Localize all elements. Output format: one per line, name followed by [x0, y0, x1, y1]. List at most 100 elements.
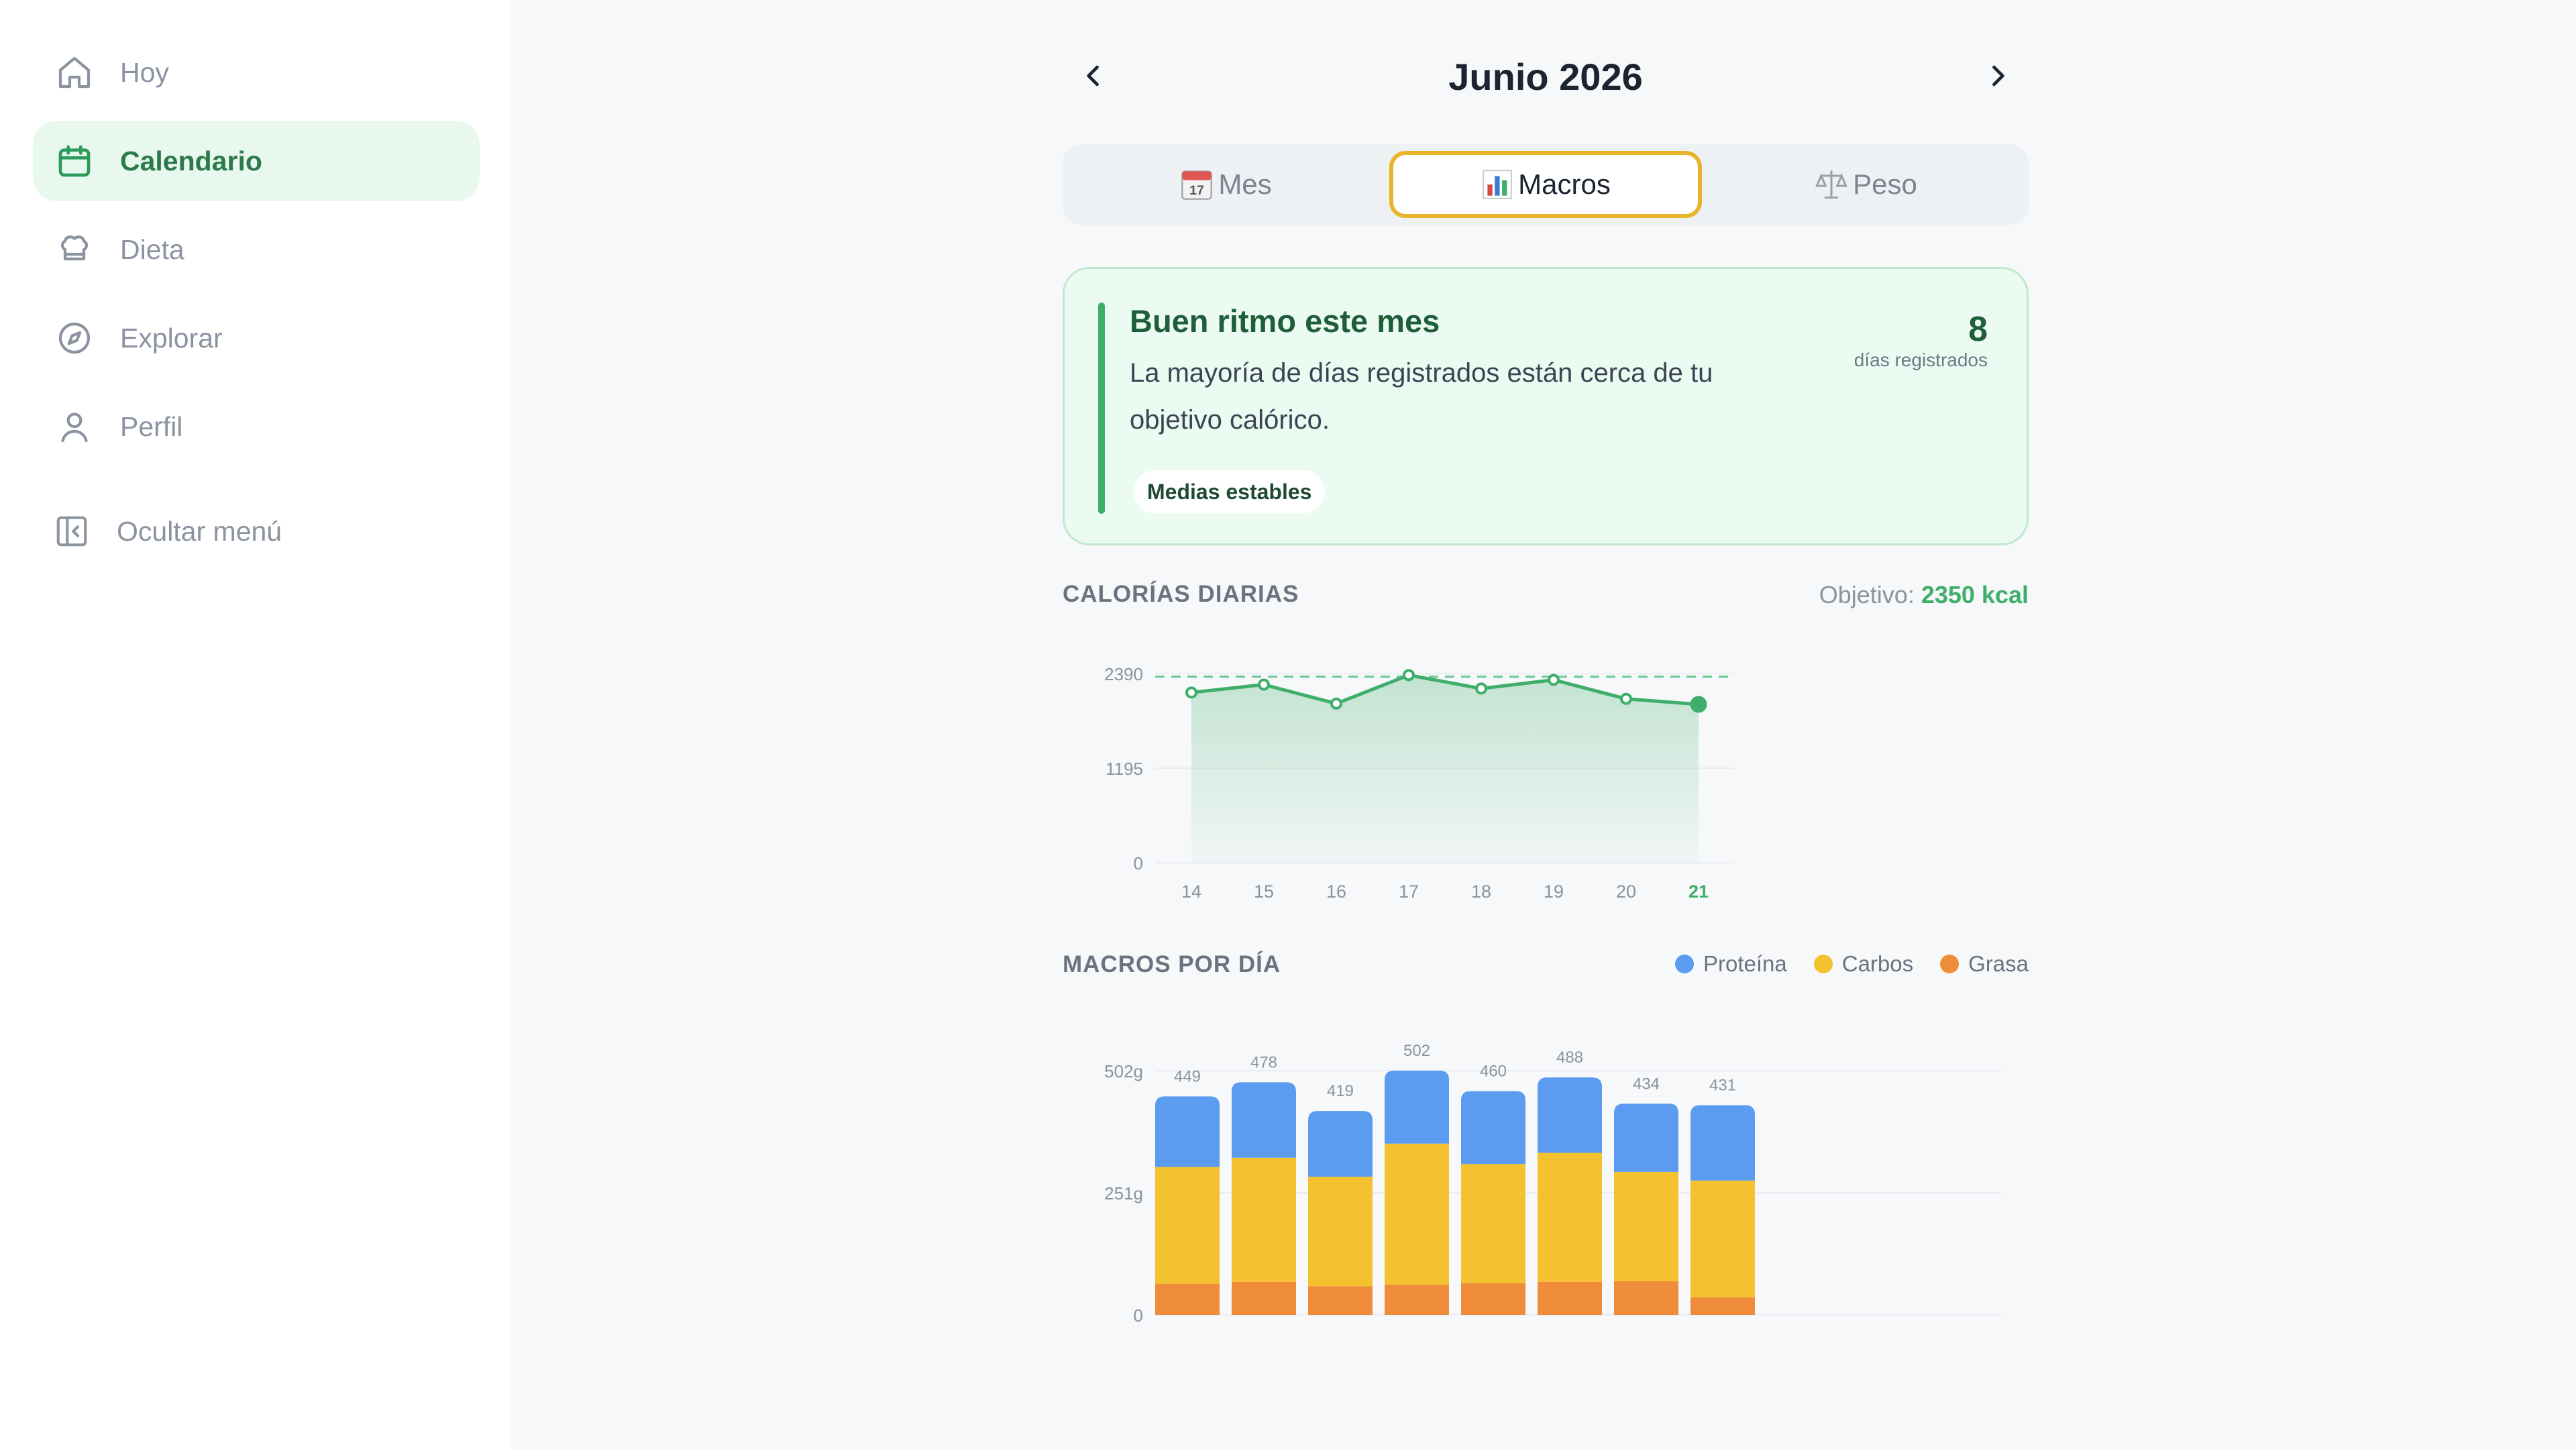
bar-segment-grasa [1232, 1281, 1296, 1315]
svg-text:17: 17 [1189, 183, 1204, 198]
macro-bar-18 [1461, 1091, 1525, 1315]
days-logged-label: días registrados [1854, 350, 1988, 370]
x-tick-label: 20 [1616, 881, 1636, 902]
legend-swatch [1940, 955, 1960, 973]
x-tick-label: 17 [1399, 881, 1419, 902]
next-month-button[interactable] [1971, 50, 2025, 104]
tab-mes[interactable]: 17 Mes [1069, 151, 1382, 218]
bar-total-label: 449 [1174, 1067, 1201, 1085]
calendar-17-icon: 17 [1179, 167, 1214, 202]
bar-chart-icon [1481, 168, 1514, 201]
scale-icon [1814, 167, 1849, 202]
sidebar-item-hoy[interactable]: Hoy [33, 32, 480, 113]
home-icon [56, 54, 93, 91]
sidebar-item-label: Hoy [120, 56, 169, 88]
calendar-icon [56, 142, 93, 180]
bar-total-label: 434 [1633, 1075, 1660, 1093]
calories-section-title: CALORÍAS DIARIAS [1063, 581, 1299, 607]
legend-item-grasa: Grasa [1940, 951, 2029, 977]
calories-area [1191, 675, 1699, 863]
chef-hat-icon [56, 231, 93, 268]
accent-bar [1098, 303, 1105, 514]
macros-chart: 502g 251g 0 449 478 419 502 460 488 434 431 [1104, 1042, 2002, 1326]
calories-line [1191, 673, 1699, 706]
tab-macros[interactable]: Macros [1389, 151, 1702, 218]
bar-segment-carbos [1308, 1177, 1373, 1287]
x-tick-label: 15 [1254, 881, 1274, 902]
y-tick-label: 2390 [1104, 664, 1143, 684]
macro-bar-19 [1538, 1077, 1602, 1315]
x-tick-label: 21 [1688, 881, 1709, 902]
bar-segment-proteina [1308, 1111, 1373, 1177]
summary-description: La mayoría de días registrados están cer… [1130, 358, 1713, 435]
bar-segment-proteina [1614, 1104, 1678, 1172]
bar-segment-grasa [1614, 1281, 1678, 1315]
prev-month-button[interactable] [1067, 50, 1120, 104]
bar-segment-grasa [1308, 1286, 1373, 1315]
sidebar-item-label: Explorar [120, 322, 223, 354]
macro-bar-20 [1614, 1104, 1678, 1315]
legend-item-carbos: Carbos [1813, 951, 1914, 977]
y-tick-label: 0 [1134, 853, 1143, 873]
calories-chart: 2390 1195 0 14 15 16 17 18 19 20 21 [1104, 664, 1733, 902]
data-point [1548, 674, 1560, 686]
bar-segment-proteina [1155, 1096, 1220, 1167]
view-tabs: 17 Mes Macros Peso [1063, 144, 2029, 225]
macro-bar-15 [1232, 1082, 1296, 1315]
tab-label: Macros [1518, 168, 1611, 200]
chevron-right-icon [1983, 61, 2012, 94]
bar-segment-carbos [1614, 1171, 1678, 1281]
legend-label: Proteína [1703, 951, 1787, 976]
user-icon [56, 408, 93, 445]
bar-total-label: 419 [1327, 1082, 1354, 1100]
bar-segment-proteina [1690, 1105, 1755, 1181]
bar-segment-proteina [1538, 1077, 1602, 1153]
legend-swatch [1674, 955, 1694, 973]
bar-total-label: 431 [1709, 1076, 1736, 1094]
sidebar-item-explorar[interactable]: Explorar [33, 298, 480, 378]
collapse-menu-button[interactable]: Ocultar menú [33, 491, 480, 572]
collapse-menu-label: Ocultar menú [117, 515, 282, 547]
y-tick-label: 1195 [1106, 759, 1143, 779]
bar-segment-carbos [1385, 1143, 1449, 1285]
x-tick-label: 19 [1544, 881, 1564, 902]
summary-card: Buen ritmo este mes La mayoría de días r… [1063, 267, 2029, 545]
macro-bar-16 [1308, 1111, 1373, 1315]
sidebar-item-dieta[interactable]: Dieta [33, 209, 480, 290]
bar-total-label: 488 [1556, 1049, 1583, 1067]
macros-legend: Proteína Carbos Grasa [1674, 951, 2029, 977]
bar-segment-carbos [1461, 1164, 1525, 1283]
sidebar-item-label: Perfil [120, 411, 183, 442]
bar-segment-carbos [1538, 1152, 1602, 1282]
sidebar-collapse-icon [53, 513, 91, 550]
bar-segment-proteina [1461, 1091, 1525, 1165]
macros-section-title: MACROS POR DÍA [1063, 951, 1281, 977]
data-point [1185, 686, 1197, 699]
bar-segment-proteina [1385, 1071, 1449, 1144]
x-tick-label: 16 [1326, 881, 1346, 902]
legend-label: Carbos [1841, 951, 1914, 976]
legend-swatch [1813, 955, 1833, 973]
macro-bar-14 [1155, 1096, 1220, 1315]
bar-total-label: 502 [1403, 1042, 1430, 1060]
bar-segment-carbos [1690, 1180, 1755, 1297]
bar-segment-carbos [1232, 1157, 1296, 1282]
bar-total-label: 460 [1480, 1062, 1507, 1080]
y-tick-label: 502g [1104, 1061, 1143, 1081]
bar-total-label: 478 [1250, 1053, 1277, 1071]
sidebar-item-calendario[interactable]: Calendario [33, 121, 480, 201]
compass-icon [56, 319, 93, 357]
sidebar-item-perfil[interactable]: Perfil [33, 386, 480, 467]
calorie-goal: Objetivo: 2350 kcal [1819, 581, 2029, 609]
bar-segment-grasa [1538, 1281, 1602, 1315]
tab-label: Mes [1218, 168, 1272, 200]
x-tick-label: 18 [1471, 881, 1491, 902]
y-tick-label: 0 [1134, 1305, 1143, 1326]
data-point [1690, 696, 1707, 713]
tab-peso[interactable]: Peso [1709, 151, 2022, 218]
bar-segment-grasa [1155, 1283, 1220, 1315]
page-title: Junio 2026 [1448, 56, 1643, 98]
goal-prefix: Objetivo: [1819, 581, 1915, 608]
data-point [1475, 682, 1487, 695]
days-logged-stat: 8 días registrados [1813, 309, 1988, 383]
